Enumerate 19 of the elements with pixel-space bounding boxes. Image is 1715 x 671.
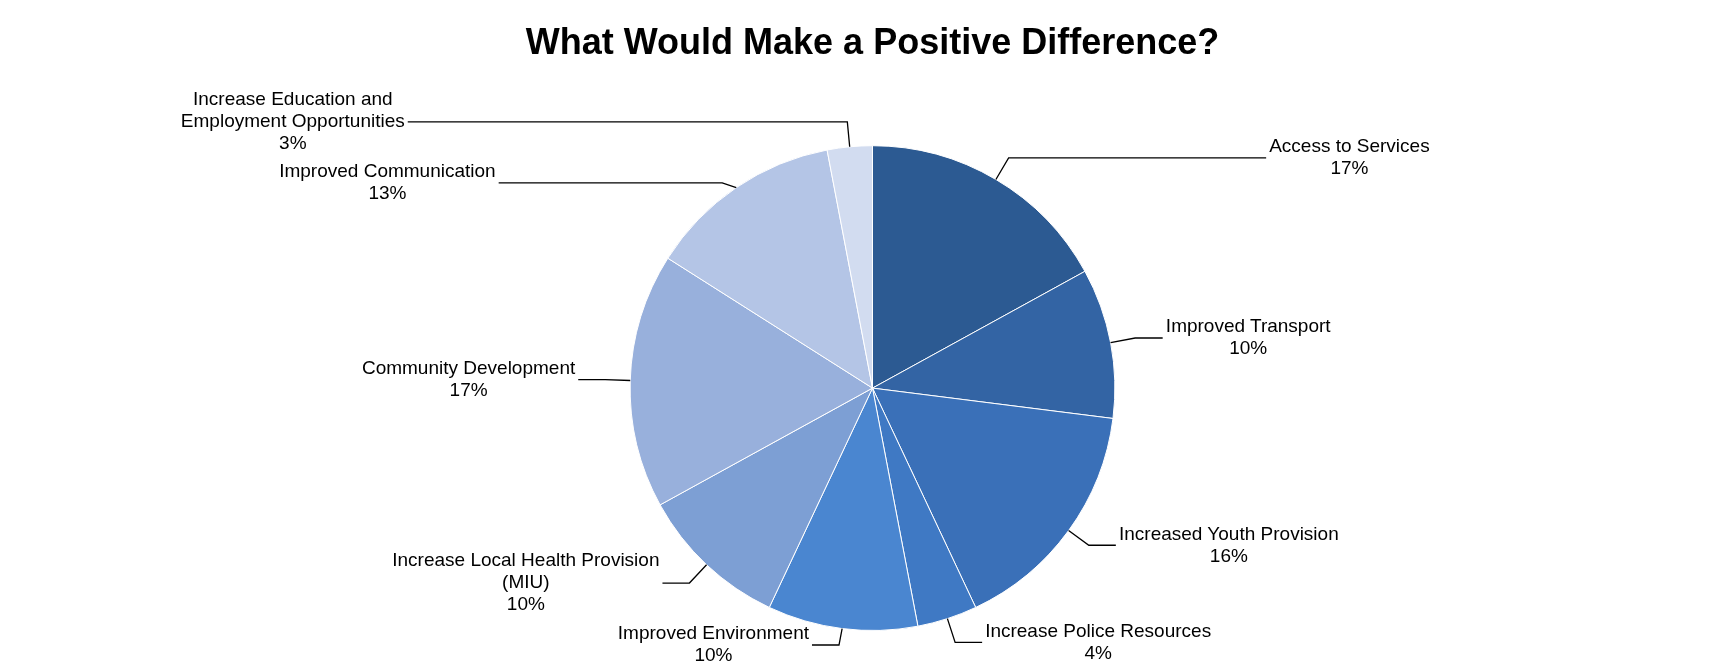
- slice-label: Improved Transport: [1165, 315, 1332, 337]
- data-label: 4%: [1084, 641, 1112, 663]
- slice-label: Increase Education and Employment Opportunities: [180, 88, 405, 132]
- slice-label: Improved Environment: [617, 622, 810, 644]
- slice-label: Increase Police Resources: [985, 619, 1212, 641]
- data-label: 10%: [694, 644, 733, 666]
- slice-label: Improved Communication: [279, 160, 496, 182]
- slice-label: Community Development: [361, 356, 576, 378]
- data-label: 10%: [506, 593, 545, 615]
- data-label: 17%: [449, 378, 488, 400]
- data-label: 10%: [1229, 337, 1268, 359]
- slice-label: Increased Youth Provision: [1119, 522, 1339, 544]
- slice-label: Increase Local Health Provision (MIU): [392, 549, 660, 593]
- data-label: 16%: [1209, 544, 1248, 566]
- slice-label: Access to Services: [1269, 135, 1430, 157]
- data-label: 17%: [1330, 157, 1369, 179]
- data-label: 3%: [279, 132, 307, 154]
- data-label: 13%: [368, 182, 407, 204]
- chart-title: What Would Make a Positive Difference?: [525, 20, 1220, 62]
